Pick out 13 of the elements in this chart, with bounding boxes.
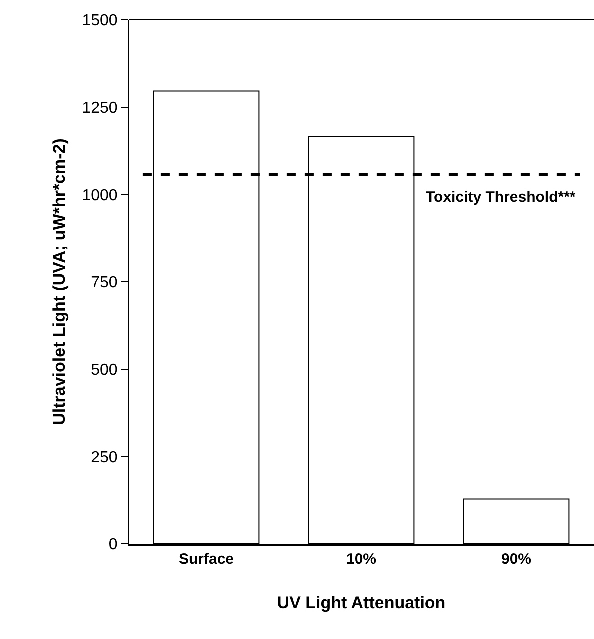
- y-tick-label: 1250: [82, 100, 118, 117]
- x-axis-title: UV Light Attenuation: [277, 594, 446, 613]
- y-tick-label: 250: [91, 449, 118, 466]
- x-tick-label: Surface: [178, 550, 234, 568]
- y-tick-label: 750: [91, 274, 118, 292]
- y-axis-title: Ultraviolet Light (UVA; uW*hr*cm-2): [50, 138, 69, 426]
- x-tick-label: 90%: [501, 550, 532, 568]
- ref-line-label: Toxicity Threshold***: [426, 189, 576, 206]
- y-tick-label: 0: [108, 536, 118, 554]
- y-tick-label: 1000: [82, 187, 118, 204]
- y-tick-label: 1500: [82, 12, 118, 30]
- y-tick-label: 500: [91, 362, 118, 379]
- x-tick-label: 10%: [346, 550, 377, 568]
